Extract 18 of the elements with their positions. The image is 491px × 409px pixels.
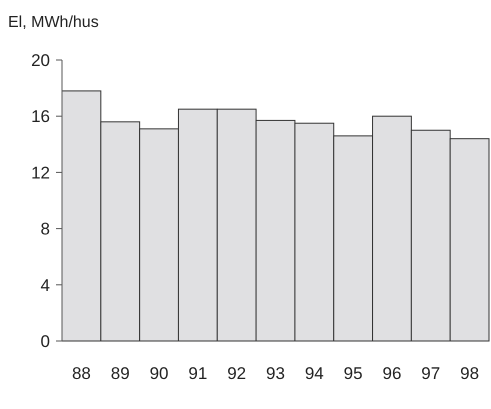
y-tick-label: 20 (31, 50, 50, 70)
x-tick-label: 91 (188, 364, 208, 383)
x-tick-label: 88 (72, 364, 91, 383)
y-tick-label: 0 (40, 332, 50, 351)
x-tick-label: 90 (150, 364, 169, 383)
x-tick-label: 93 (266, 364, 285, 383)
x-tick-label: 96 (382, 364, 402, 383)
x-tick-label: 92 (227, 364, 246, 383)
x-tick-label: 98 (460, 364, 480, 383)
y-tick-label: 8 (40, 220, 50, 239)
x-tick-label: 89 (110, 364, 130, 383)
x-tick-label: 94 (304, 364, 324, 383)
y-tick-label: 4 (40, 276, 50, 295)
y-axis-title: El, MWh/hus (8, 14, 99, 31)
x-tick-label: 97 (421, 364, 440, 383)
x-tick-label: 95 (344, 364, 363, 383)
y-tick-label: 12 (31, 163, 50, 182)
y-tick-label: 16 (31, 107, 50, 126)
